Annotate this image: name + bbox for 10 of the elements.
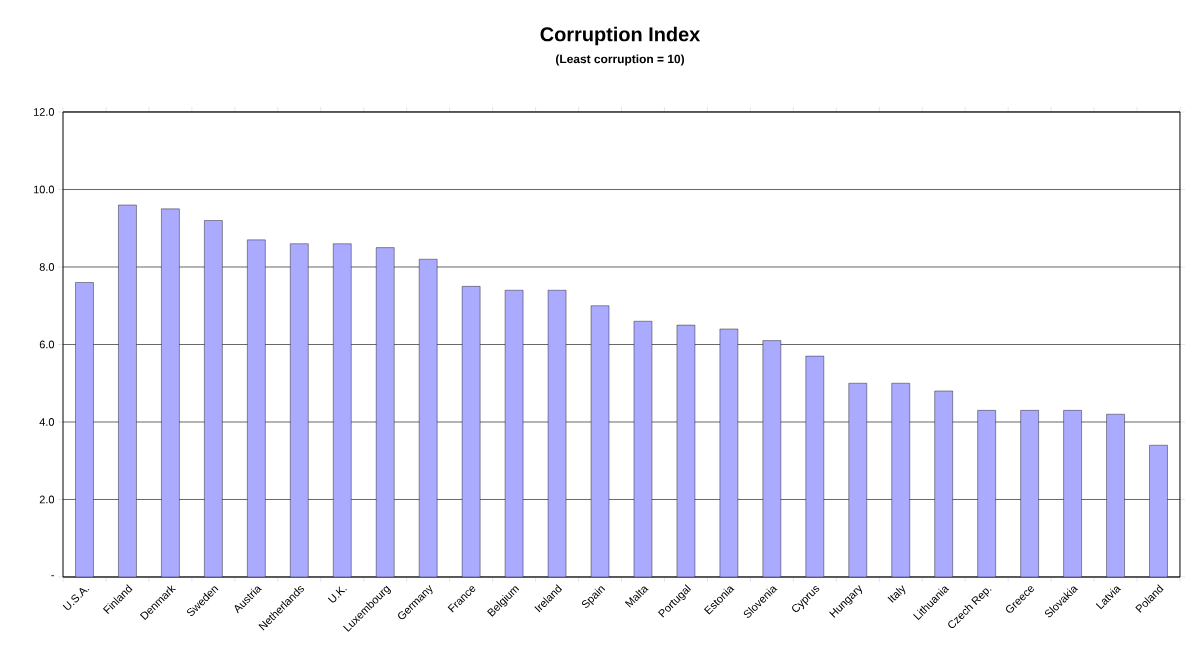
y-tick-label: 2.0 [39,495,55,504]
y-tick-label: 6.0 [39,340,55,349]
y-tick-label: 12.0 [33,108,55,116]
y-tick-label: - [51,575,54,577]
y-tick-label: 4.0 [39,418,55,426]
y-tick-label: 8.0 [39,263,55,271]
x-tick-label: Italy [887,585,906,603]
chart-subtitle: (Least corruption = 10) [556,54,685,66]
chart-title: Corruption Index [540,26,701,46]
y-tick-label: 10.0 [33,185,55,194]
